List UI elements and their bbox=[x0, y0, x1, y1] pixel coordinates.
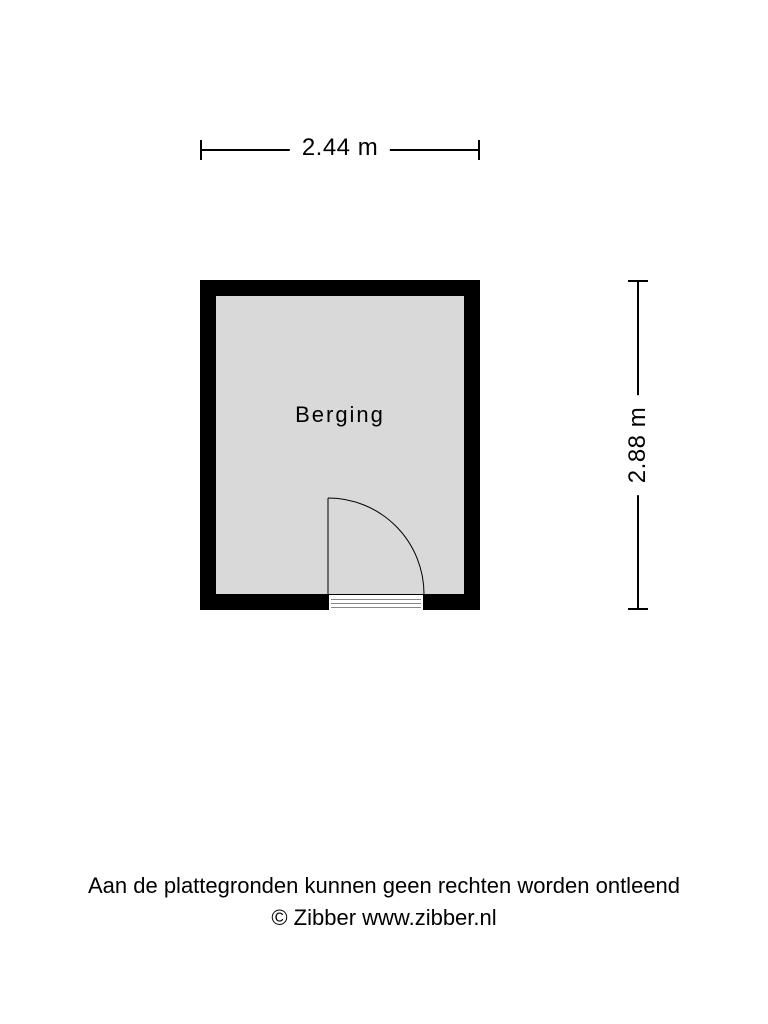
door-threshold bbox=[328, 594, 424, 610]
room-label: Berging bbox=[295, 402, 385, 428]
footer-copyright: © Zibber www.zibber.nl bbox=[0, 902, 768, 934]
footer-disclaimer: Aan de plattegronden kunnen geen rechten… bbox=[0, 870, 768, 902]
threshold-line bbox=[331, 607, 421, 608]
dimension-width-cap-right bbox=[478, 140, 480, 160]
room-floor: Berging bbox=[216, 296, 464, 594]
dimension-height: 2.88 m bbox=[618, 280, 658, 610]
threshold-line bbox=[331, 603, 421, 604]
dimension-height-label: 2.88 m bbox=[624, 395, 652, 495]
dimension-width-cap-left bbox=[200, 140, 202, 160]
dimension-height-cap-bottom bbox=[628, 608, 648, 610]
room-walls: Berging bbox=[200, 280, 480, 610]
threshold-line bbox=[331, 599, 421, 600]
dimension-width-label: 2.44 m bbox=[290, 134, 390, 162]
floorplan-canvas: 2.44 m 2.88 m Berging Aan de plat bbox=[0, 0, 768, 1024]
footer-text: Aan de plattegronden kunnen geen rechten… bbox=[0, 870, 768, 934]
dimension-width: 2.44 m bbox=[200, 130, 480, 170]
dimension-height-cap-top bbox=[628, 280, 648, 282]
